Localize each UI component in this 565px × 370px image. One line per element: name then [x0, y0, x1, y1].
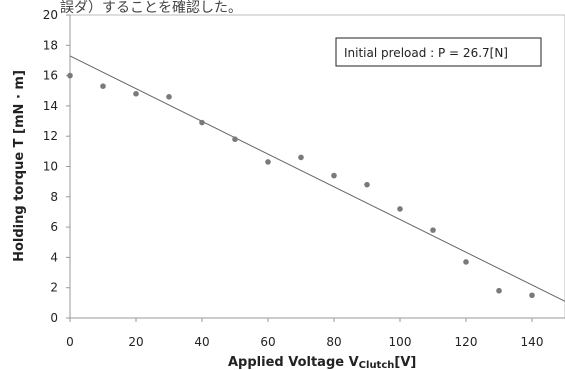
trendline — [69, 55, 565, 302]
data-point — [133, 90, 139, 97]
y-tick-label: 16 — [43, 69, 58, 83]
data-point — [430, 227, 436, 233]
data-point — [496, 287, 502, 294]
x-tick-label: 40 — [194, 335, 209, 349]
x-tick-label: 140 — [521, 335, 544, 349]
points-layer — [67, 72, 535, 299]
trendline-layer — [69, 55, 565, 302]
data-point — [529, 292, 535, 299]
data-point — [166, 94, 172, 100]
x-axis-label-main: Applied Voltage V — [228, 355, 359, 370]
y-axis-label: Holding torque T [mN · m] — [12, 70, 27, 262]
data-point — [67, 72, 73, 79]
y-tick-label: 6 — [50, 220, 58, 234]
y-tick-label: 10 — [43, 160, 58, 174]
x-tick-label: 80 — [326, 335, 341, 349]
data-point — [265, 159, 271, 165]
y-tick-label: 4 — [50, 250, 58, 264]
x-tick-label: 60 — [260, 335, 275, 349]
y-tick-label: 2 — [50, 281, 58, 295]
data-point — [397, 206, 403, 212]
data-point — [364, 181, 370, 188]
data-point — [199, 119, 205, 126]
x-tick-label: 120 — [455, 335, 478, 349]
y-tick-label: 14 — [43, 99, 58, 113]
top-text-fragment: 誤ダ）することを確認した。 — [60, 0, 242, 16]
x-axis-label: Applied Voltage VClutch[V] — [228, 355, 416, 370]
x-axis-label-subscript: Clutch — [359, 360, 395, 370]
y-tick-label: 20 — [43, 8, 58, 22]
x-axis-label-unit: [V] — [394, 355, 416, 370]
x-tick-label: 20 — [128, 335, 143, 349]
data-point — [100, 83, 106, 90]
y-tick-label: 18 — [43, 38, 58, 52]
x-tick-label: 0 — [66, 335, 74, 349]
data-point — [298, 154, 304, 161]
y-tick-label: 8 — [50, 190, 58, 204]
y-tick-label: 12 — [43, 129, 58, 143]
y-tick-label: 0 — [50, 311, 58, 325]
x-tick-label: 100 — [389, 335, 412, 349]
data-point — [463, 259, 469, 265]
data-point — [331, 172, 337, 179]
ticks-layer: 0 20 40 60 80 100 120 140 0 2 4 6 8 10 12 14 16 18 20 — [43, 8, 544, 349]
data-point — [232, 136, 238, 143]
annotation-box: Initial preload : P = 26.7[N] — [335, 37, 542, 67]
annotation-label: Initial preload : P = 26.7[N] — [344, 46, 508, 60]
